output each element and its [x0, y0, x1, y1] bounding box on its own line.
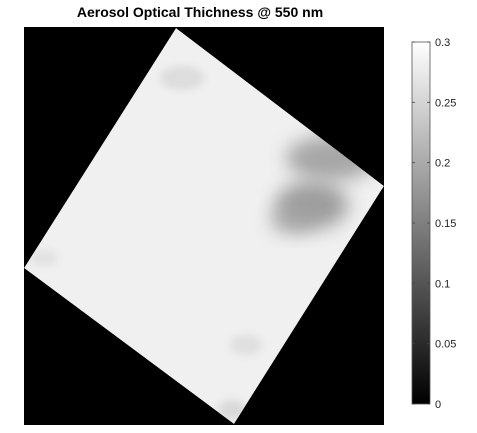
chart-title: Aerosol Optical Thichness @ 550 nm: [77, 4, 323, 20]
colorbar-tick-label: 0.2: [435, 158, 450, 170]
colorbar-tick-label: 0.1: [435, 278, 450, 290]
colorbar-tick-label: 0: [435, 399, 441, 411]
aerosol-patch-mid: [270, 206, 314, 234]
colorbar-tick-label: 0.3: [435, 37, 450, 49]
aerosol-haze-bottom: [230, 335, 262, 355]
aerosol-haze-bottom-tip: [218, 400, 246, 420]
aerosol-haze-left: [30, 250, 58, 266]
swath-footprint: [24, 28, 384, 424]
colorbar-tick-label: 0.15: [435, 218, 456, 230]
colorbar-ticks: 0 0.05 0.1 0.15 0.2 0.25 0.3: [412, 37, 456, 411]
aerosol-haze-top: [160, 66, 204, 90]
colorbar-tick-label: 0.05: [435, 339, 456, 351]
colorbar-tick-label: 0.25: [435, 97, 456, 109]
